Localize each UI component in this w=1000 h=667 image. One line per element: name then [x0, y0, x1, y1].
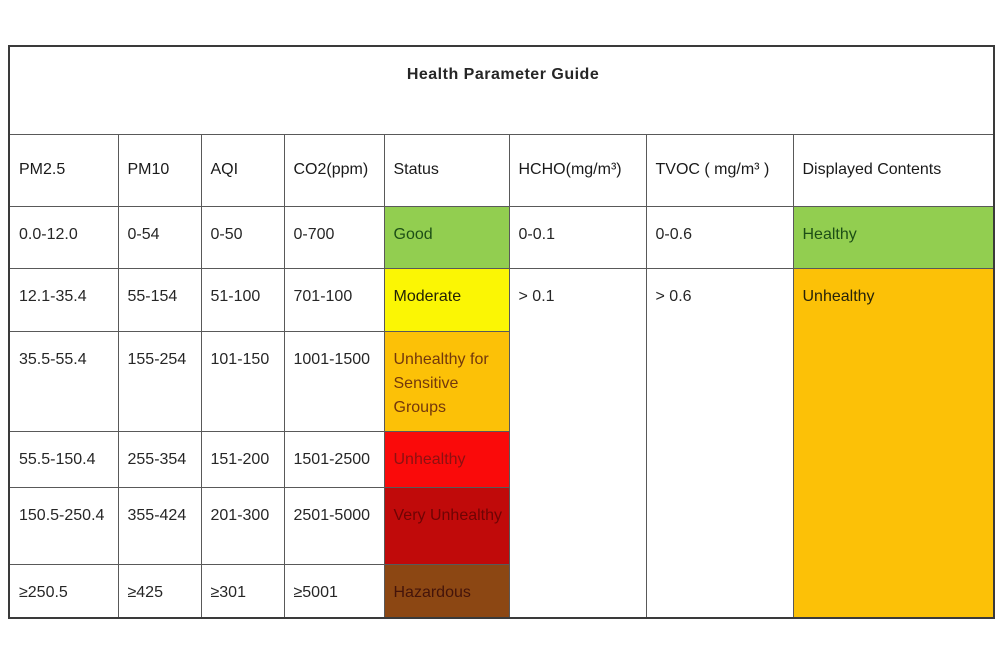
aqi-value: 101-150 [200, 330, 285, 432]
pm25-value: 12.1-35.4 [8, 267, 119, 332]
hcho-merged-value: > 0.1 [508, 267, 647, 619]
status-cell-good: Good [383, 205, 510, 269]
table-row-unhealthy: 55.5-150.4 255-354 151-200 1501-2500 Unh… [8, 430, 994, 488]
table-row-hazardous: ≥250.5 ≥425 ≥301 ≥5001 Hazardous [8, 563, 994, 619]
pm10-value: 255-354 [117, 430, 202, 488]
co2-value: 1501-2500 [283, 430, 385, 488]
co2-value: 2501-5000 [283, 486, 385, 565]
column-header-pm10: PM10 [117, 133, 202, 207]
pm10-value: 0-54 [117, 205, 202, 269]
table-row-good: 0.0-12.0 0-54 0-50 0-700 Good 0-0.1 0-0.… [8, 205, 995, 269]
header-row: PM2.5 PM10 AQI CO2(ppm) Status HCHO(mg/m… [8, 133, 995, 207]
column-header-aqi: AQI [200, 133, 285, 207]
column-header-status: Status [383, 133, 510, 207]
column-header-tvoc: TVOC ( mg/m³ ) [645, 133, 794, 207]
health-parameter-table: Health Parameter Guide PM2.5 PM10 AQI CO… [8, 45, 996, 619]
table-row-moderate: 12.1-35.4 55-154 51-100 701-100 Moderate… [8, 267, 995, 619]
pm10-value: 55-154 [117, 267, 202, 332]
tvoc-merged-value: > 0.6 [645, 267, 794, 619]
column-header-co2: CO2(ppm) [283, 133, 385, 207]
aqi-value: 0-50 [200, 205, 285, 269]
co2-value: 1001-1500 [283, 330, 385, 432]
pm25-value: 150.5-250.4 [8, 486, 119, 565]
status-cell-unhealthy: Unhealthy [383, 430, 510, 488]
status-cell-unhealthy-sensitive-groups: Unhealthy for Sensitive Groups [383, 330, 510, 432]
column-header-displayed-contents: Displayed Contents [792, 133, 995, 207]
aqi-value: 51-100 [200, 267, 285, 332]
displayed-contents-unhealthy: Unhealthy [792, 267, 995, 619]
co2-value: 0-700 [283, 205, 385, 269]
aqi-value: ≥301 [200, 563, 285, 619]
hcho-value: 0-0.1 [508, 205, 647, 269]
title-row: Health Parameter Guide [8, 45, 995, 135]
status-cell-moderate: Moderate [383, 267, 510, 332]
status-cell-hazardous: Hazardous [383, 563, 510, 619]
status-cell-very-unhealthy: Very Unhealthy [383, 486, 510, 565]
column-header-hcho: HCHO(mg/m³) [508, 133, 647, 207]
pm10-value: ≥425 [117, 563, 202, 619]
aqi-value: 151-200 [200, 430, 285, 488]
co2-value: 701-100 [283, 267, 385, 332]
pm25-value: 55.5-150.4 [8, 430, 119, 488]
pm10-value: 355-424 [117, 486, 202, 565]
page-title: Health Parameter Guide [8, 45, 995, 135]
co2-value: ≥5001 [283, 563, 385, 619]
pm10-value: 155-254 [117, 330, 202, 432]
pm25-value: ≥250.5 [8, 563, 119, 619]
displayed-contents-healthy: Healthy [792, 205, 995, 269]
pm25-value: 35.5-55.4 [8, 330, 119, 432]
aqi-value: 201-300 [200, 486, 285, 565]
pm25-value: 0.0-12.0 [8, 205, 119, 269]
table-row-very-unhealthy: 150.5-250.4 355-424 201-300 2501-5000 Ve… [8, 486, 994, 565]
tvoc-value: 0-0.6 [645, 205, 794, 269]
table-row-unhealthy-sensitive: 35.5-55.4 155-254 101-150 1001-1500 Unhe… [8, 330, 994, 432]
column-header-pm25: PM2.5 [8, 133, 119, 207]
